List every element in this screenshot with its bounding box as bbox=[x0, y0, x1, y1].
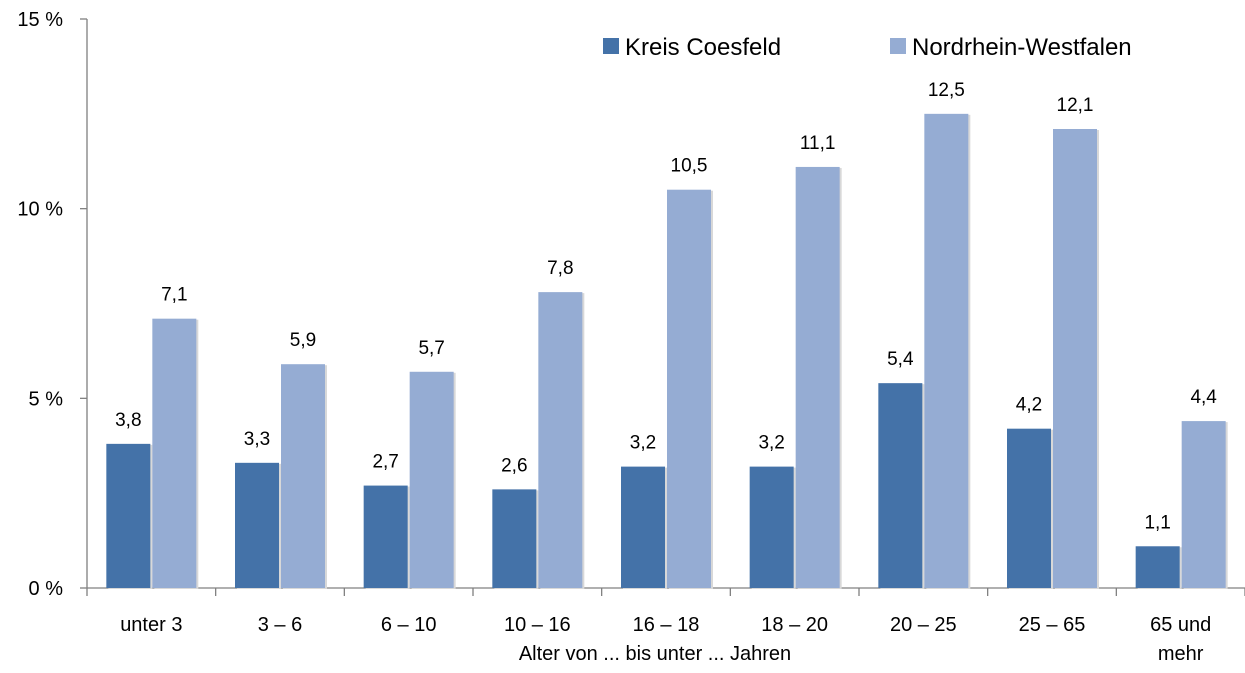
data-labels: 3,8 3,3 2,7 2,6 3,2 3,2 5,4 4,2 1,1 7,1 5,9 5,7 7,8 1… bbox=[115, 80, 1217, 533]
data-label: 5,7 bbox=[418, 338, 444, 359]
data-label: 5,9 bbox=[290, 330, 316, 351]
y-tick-label: 15 % bbox=[17, 9, 63, 31]
bar-kreis-coesfeld bbox=[621, 466, 665, 588]
x-tick-label: 25 – 65 bbox=[1019, 614, 1086, 636]
data-label: 3,2 bbox=[630, 433, 656, 454]
bars bbox=[106, 113, 1228, 590]
data-label: 3,2 bbox=[758, 433, 784, 454]
data-label: 4,4 bbox=[1190, 387, 1217, 408]
bar-kreis-coesfeld bbox=[878, 383, 923, 588]
x-tick-label: 6 – 10 bbox=[381, 614, 437, 636]
x-tick-label: 65 und bbox=[1150, 614, 1211, 636]
y-tick-label: 5 % bbox=[29, 388, 64, 410]
x-tick-label: 3 – 6 bbox=[258, 614, 302, 636]
bar-nordrhein-westfalen bbox=[152, 318, 197, 588]
bar-kreis-coesfeld bbox=[363, 485, 408, 588]
data-label: 2,7 bbox=[372, 452, 398, 473]
bar-nordrhein-westfalen bbox=[538, 292, 583, 588]
legend-swatch bbox=[890, 38, 906, 54]
bar-kreis-coesfeld bbox=[1007, 428, 1051, 588]
bar-nordrhein-westfalen bbox=[1053, 129, 1097, 589]
data-label: 10,5 bbox=[671, 156, 708, 177]
bar-nordrhein-westfalen bbox=[409, 371, 454, 588]
bar-nordrhein-westfalen bbox=[281, 364, 325, 588]
bar-nordrhein-westfalen bbox=[667, 189, 711, 588]
data-label: 3,8 bbox=[115, 410, 141, 431]
bar-kreis-coesfeld bbox=[235, 462, 279, 588]
bar-kreis-coesfeld bbox=[1135, 546, 1180, 588]
data-label: 2,6 bbox=[501, 455, 527, 476]
data-label: 1,1 bbox=[1144, 512, 1170, 533]
data-label: 7,1 bbox=[161, 285, 187, 306]
axes: 0 % 5 % 10 % 15 % unter 3 3 – 6 6 – 10 10 – 16 1… bbox=[17, 9, 1245, 665]
data-label: 12,1 bbox=[1057, 95, 1094, 116]
bar-nordrhein-westfalen bbox=[924, 113, 969, 588]
data-label: 4,2 bbox=[1016, 395, 1042, 416]
bar-kreis-coesfeld bbox=[106, 443, 151, 588]
bar-nordrhein-westfalen bbox=[1181, 421, 1226, 588]
bar-kreis-coesfeld bbox=[492, 489, 537, 588]
data-label: 12,5 bbox=[928, 80, 965, 101]
data-label: 3,3 bbox=[244, 429, 270, 450]
bar-kreis-coesfeld bbox=[749, 466, 794, 588]
bar-nordrhein-westfalen bbox=[795, 166, 840, 588]
data-label: 5,4 bbox=[887, 349, 914, 370]
data-label: 11,1 bbox=[800, 133, 836, 154]
x-tick-label: 16 – 18 bbox=[633, 614, 700, 636]
y-tick-label: 0 % bbox=[29, 578, 64, 600]
x-axis-title: Alter von ... bis unter ... Jahren bbox=[519, 643, 791, 665]
x-tick-label: mehr bbox=[1158, 643, 1204, 665]
legend-swatch bbox=[603, 38, 619, 54]
legend: Kreis Coesfeld Nordrhein-Westfalen bbox=[603, 34, 1132, 61]
x-tick-label: unter 3 bbox=[120, 614, 182, 636]
data-label: 7,8 bbox=[547, 258, 573, 279]
x-tick-label: 10 – 16 bbox=[504, 614, 571, 636]
x-tick-label: 18 – 20 bbox=[761, 614, 828, 636]
legend-label: Kreis Coesfeld bbox=[625, 34, 781, 61]
y-tick-label: 10 % bbox=[17, 199, 63, 221]
x-tick-label: 20 – 25 bbox=[890, 614, 957, 636]
legend-label: Nordrhein-Westfalen bbox=[912, 34, 1132, 61]
